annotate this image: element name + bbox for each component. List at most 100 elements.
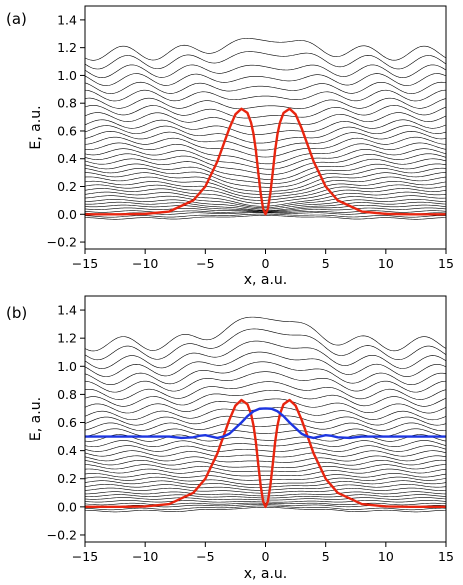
y-tick-label: 0.8 bbox=[57, 387, 77, 402]
panel-b-y-axis-label: E, a.u. bbox=[28, 397, 44, 441]
band-line bbox=[85, 351, 446, 377]
panel-b-series bbox=[85, 398, 446, 509]
panel-a: (a) −15 −10 −5 0 5 10 15 −0.2 0.0 0.2 0.4 0.6 0.8 1.… bbox=[6, 5, 454, 288]
panel-b-band-lines bbox=[85, 316, 446, 513]
band-line bbox=[85, 389, 446, 407]
panel-b-x-axis: −15 −10 −5 0 5 10 15 bbox=[72, 542, 454, 564]
band-line bbox=[85, 422, 446, 431]
band-line bbox=[85, 153, 446, 175]
panel-a-y-axis: −0.2 0.0 0.2 0.4 0.6 0.8 1.0 1.2 1.4 bbox=[47, 12, 85, 250]
panel-b-x-axis-label: x, a.u. bbox=[244, 566, 288, 582]
x-tick-label: −5 bbox=[196, 549, 214, 564]
band-line bbox=[85, 136, 446, 158]
band-line bbox=[85, 445, 446, 452]
band-line bbox=[85, 119, 446, 136]
y-tick-label: 1.4 bbox=[57, 12, 77, 27]
x-tick-label: −10 bbox=[132, 549, 158, 564]
x-tick-label: 5 bbox=[322, 549, 330, 564]
panel-a-series bbox=[85, 107, 446, 216]
y-tick-label: −0.2 bbox=[47, 235, 77, 250]
panel-a-y-axis-label: E, a.u. bbox=[28, 105, 44, 149]
band-line bbox=[85, 316, 446, 352]
y-tick-label: 0.4 bbox=[57, 151, 77, 166]
band-line bbox=[85, 81, 446, 94]
band-line bbox=[85, 497, 446, 501]
x-tick-label: 5 bbox=[322, 256, 330, 271]
band-line bbox=[85, 371, 446, 393]
band-line bbox=[85, 480, 446, 488]
x-tick-label: 0 bbox=[262, 256, 270, 271]
band-line bbox=[85, 415, 446, 426]
band-line bbox=[85, 340, 446, 369]
band-line bbox=[85, 491, 446, 497]
band-line bbox=[85, 64, 446, 78]
y-tick-label: 0.4 bbox=[57, 443, 77, 458]
panel-a-x-axis-label: x, a.u. bbox=[244, 272, 288, 288]
x-tick-label: −15 bbox=[72, 256, 98, 271]
y-tick-label: −0.2 bbox=[47, 527, 77, 542]
y-tick-label: 0.0 bbox=[57, 499, 77, 514]
band-line bbox=[85, 176, 446, 195]
band-line bbox=[85, 455, 446, 463]
band-line bbox=[85, 73, 446, 86]
y-tick-label: 0.2 bbox=[57, 471, 77, 486]
x-tick-label: 10 bbox=[378, 549, 394, 564]
band-line bbox=[85, 398, 446, 414]
panel-a-label: (a) bbox=[6, 10, 27, 28]
series-line-1 bbox=[85, 398, 446, 509]
band-line bbox=[85, 142, 446, 165]
band-line bbox=[85, 464, 446, 472]
panel-a-x-axis: −15 −10 −5 0 5 10 15 bbox=[72, 249, 454, 271]
band-line bbox=[85, 158, 446, 180]
band-line bbox=[85, 191, 446, 207]
band-line bbox=[85, 97, 446, 110]
band-line bbox=[85, 172, 446, 192]
y-tick-label: 0.6 bbox=[57, 415, 77, 430]
band-line bbox=[85, 125, 446, 144]
band-line bbox=[85, 381, 446, 400]
band-line bbox=[85, 184, 446, 201]
band-line bbox=[85, 473, 446, 481]
band-line bbox=[85, 440, 446, 448]
band-line bbox=[85, 195, 446, 209]
series-line-2 bbox=[85, 407, 446, 440]
band-line bbox=[85, 487, 446, 494]
band-line bbox=[85, 180, 446, 198]
panel-b-label: (b) bbox=[6, 304, 27, 322]
series-line-1 bbox=[85, 107, 446, 216]
x-tick-label: 10 bbox=[378, 256, 394, 271]
y-tick-label: 0.6 bbox=[57, 123, 77, 138]
x-tick-label: 15 bbox=[438, 549, 454, 564]
band-line bbox=[85, 434, 446, 442]
band-line bbox=[85, 188, 446, 204]
band-line bbox=[85, 112, 446, 127]
y-tick-label: 0.8 bbox=[57, 96, 77, 111]
panel-b-y-axis: −0.2 0.0 0.2 0.4 0.6 0.8 1.0 1.2 1.4 bbox=[47, 303, 85, 542]
band-line bbox=[85, 484, 446, 491]
y-tick-label: 1.0 bbox=[57, 68, 77, 83]
x-tick-label: 15 bbox=[438, 256, 454, 271]
band-line bbox=[85, 131, 446, 151]
band-line bbox=[85, 148, 446, 170]
band-line bbox=[85, 105, 446, 119]
panel-a-band-lines bbox=[85, 38, 446, 220]
band-line bbox=[85, 468, 446, 477]
band-line bbox=[85, 89, 446, 102]
y-tick-label: 1.2 bbox=[57, 331, 77, 346]
band-line bbox=[85, 476, 446, 485]
y-tick-label: 0.0 bbox=[57, 207, 77, 222]
y-tick-label: 0.2 bbox=[57, 179, 77, 194]
band-line bbox=[85, 450, 446, 458]
band-line bbox=[85, 494, 446, 499]
band-line bbox=[85, 204, 446, 212]
panel-b: (b) −15 −10 −5 0 5 10 15 −0.2 0.0 0.2 0.4 0.6 0.8 1.… bbox=[6, 295, 454, 582]
x-tick-label: −5 bbox=[196, 256, 214, 271]
x-tick-label: 0 bbox=[262, 549, 270, 564]
x-tick-label: −15 bbox=[72, 549, 98, 564]
band-line bbox=[85, 167, 446, 188]
y-tick-label: 1.2 bbox=[57, 40, 77, 55]
band-line bbox=[85, 428, 446, 437]
band-line bbox=[85, 500, 446, 503]
band-line bbox=[85, 502, 446, 506]
band-line bbox=[85, 51, 446, 70]
